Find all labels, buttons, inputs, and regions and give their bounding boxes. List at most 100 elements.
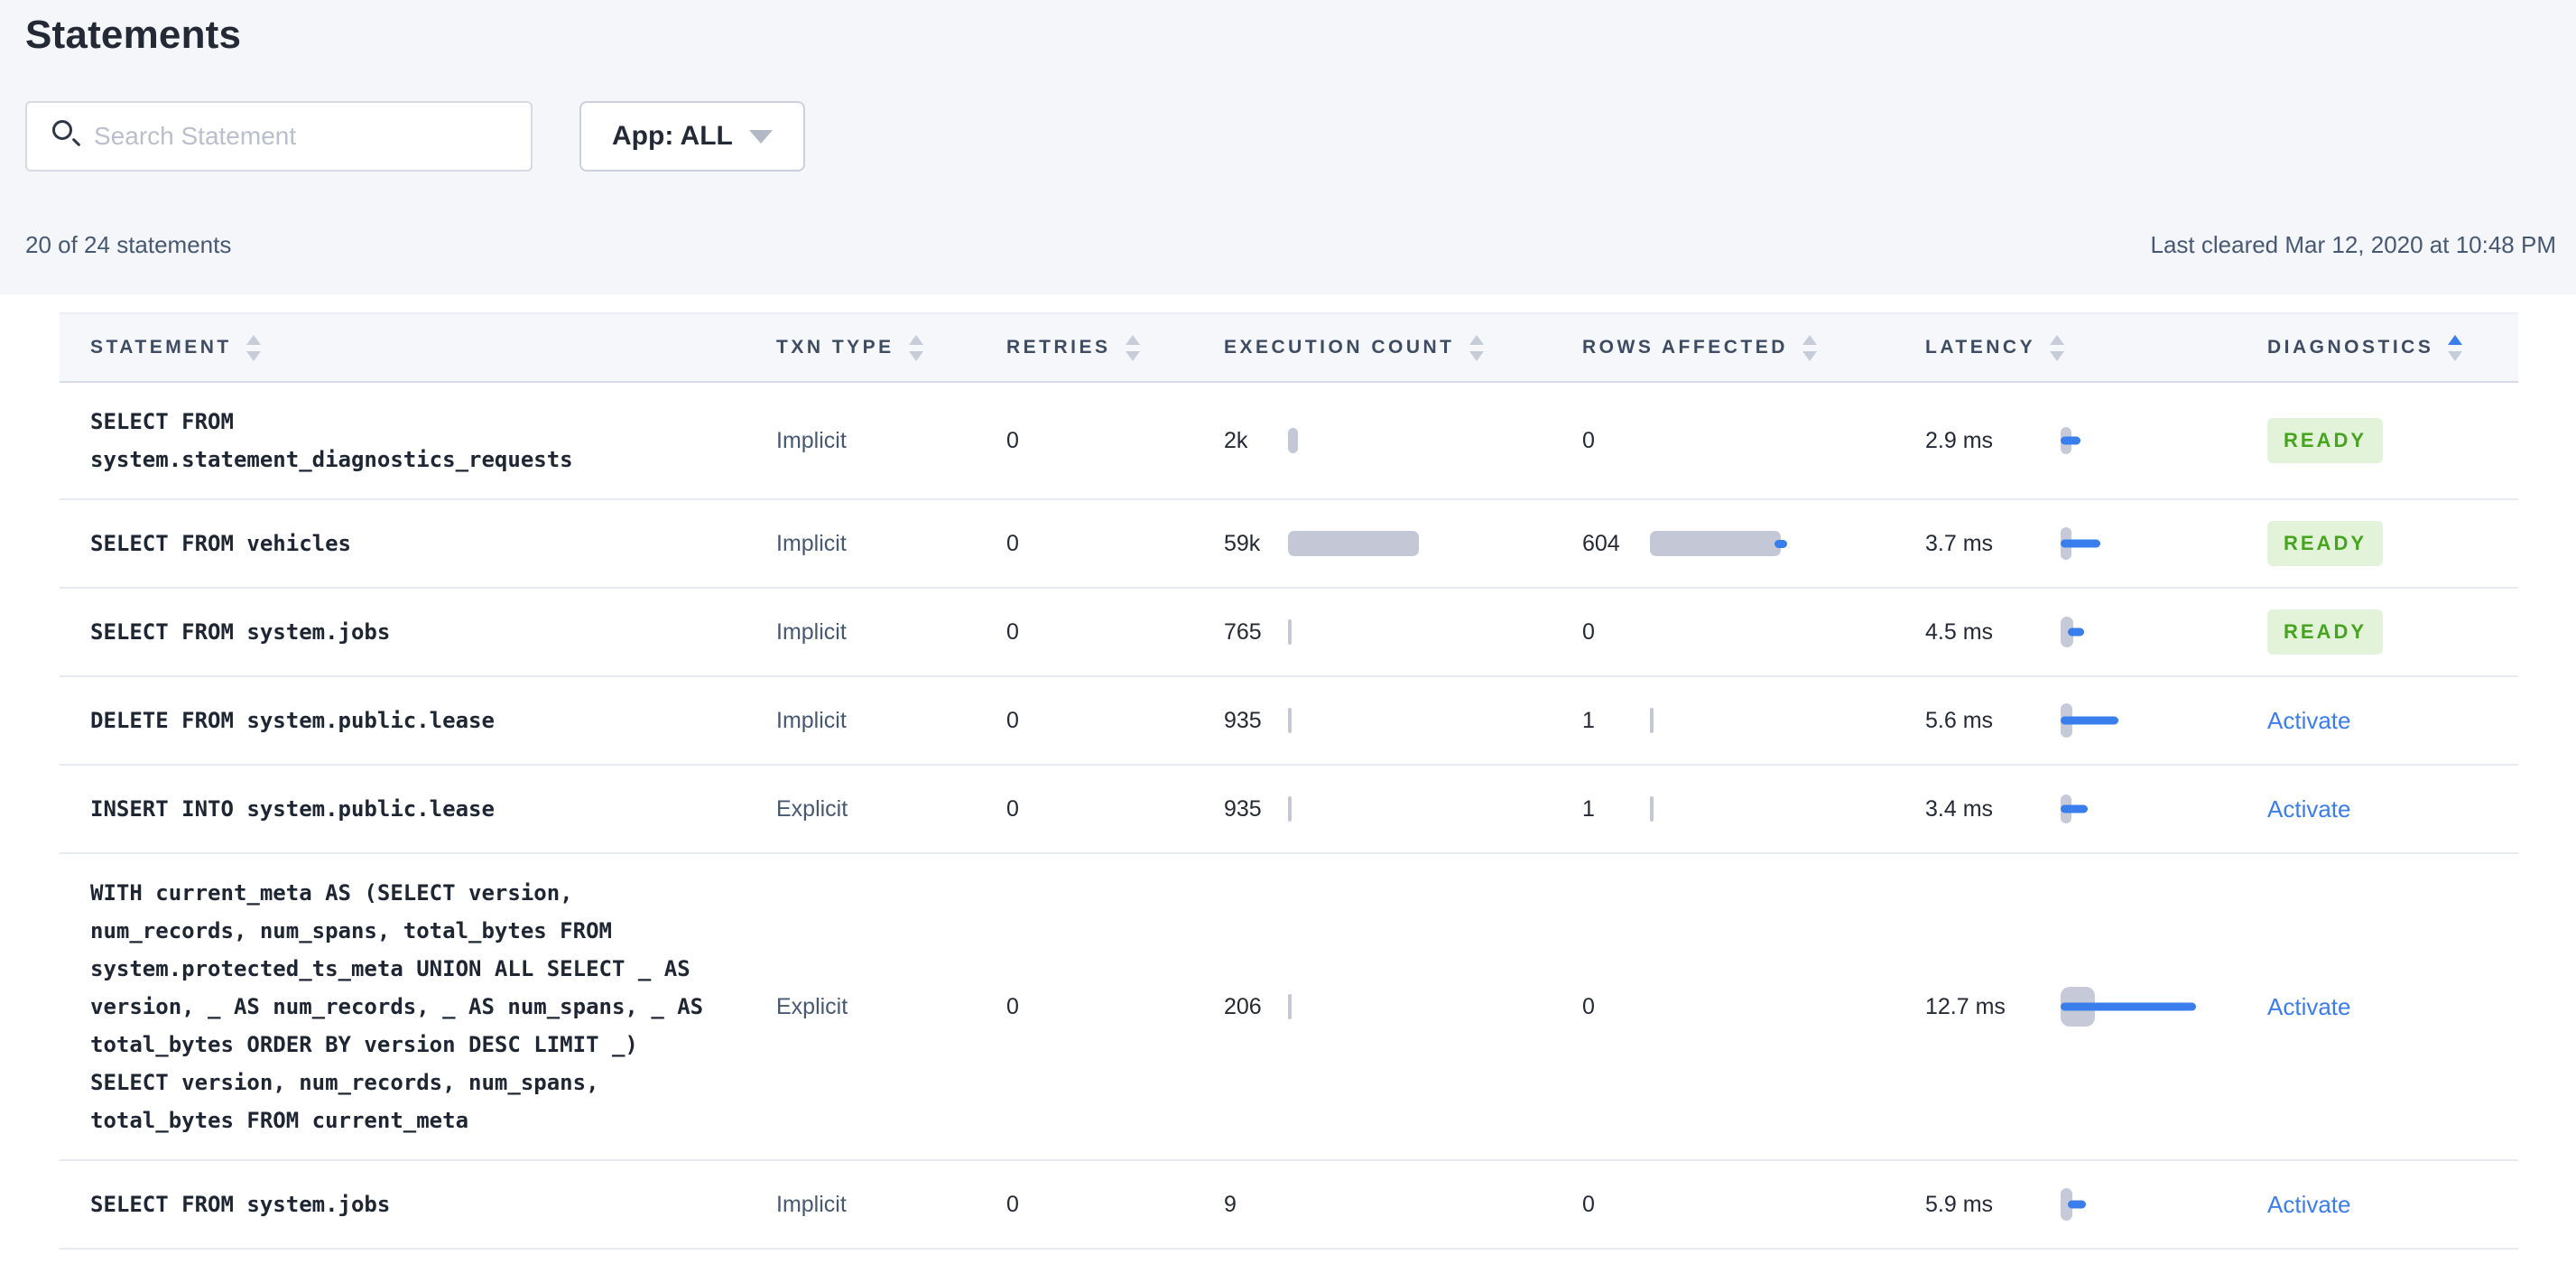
toolbar: App: ALL — [25, 101, 2556, 172]
execution-count-value: 765 — [1224, 618, 1262, 645]
execution-count-bar-area — [1288, 1185, 1582, 1224]
diagnostics-activate-link[interactable]: Activate — [2267, 795, 2351, 823]
latency-cell: 12.7 ms — [1925, 983, 2267, 1030]
diagnostics-cell: READY — [2267, 499, 2518, 589]
column-header-statement[interactable]: Statement — [60, 312, 776, 383]
diagnostics-ready-badge: READY — [2267, 418, 2384, 463]
latency-value: 3.4 ms — [1925, 795, 1994, 822]
latency-mean-bar — [2068, 1200, 2086, 1209]
txn-type-value: Implicit — [776, 427, 847, 453]
execution-count-bar-area — [1288, 421, 1582, 460]
app-filter-dropdown[interactable]: App: ALL — [579, 101, 805, 172]
table-row: SELECT FROM system.statement_diagnostics… — [60, 382, 2518, 500]
rows-affected-cell: 1 — [1582, 789, 1925, 829]
latency-mean-bar — [2061, 539, 2100, 548]
diagnostics-cell: Activate — [2267, 765, 2518, 854]
diagnostics-activate-link[interactable]: Activate — [2267, 1190, 2351, 1218]
column-label: Rows Affected — [1582, 337, 1788, 358]
column-header-retries[interactable]: Retries — [1006, 312, 1224, 383]
execution-count-cell: 9 — [1224, 1185, 1582, 1224]
statement-link[interactable]: SELECT FROM system.jobs — [90, 1192, 391, 1217]
diagnostics-activate-link[interactable]: Activate — [2267, 706, 2351, 734]
retries-value: 0 — [1006, 795, 1019, 822]
statements-count: 20 of 24 statements — [25, 231, 232, 258]
table-row: INSERT INTO system.public.lease Explicit… — [60, 765, 2518, 854]
txn-type-value: Implicit — [776, 1191, 847, 1217]
txn-type-value: Explicit — [776, 795, 848, 822]
latency-cell: 2.9 ms — [1925, 417, 2267, 464]
latency-stddev-capsule — [2061, 617, 2073, 647]
rows-affected-cell: 0 — [1582, 421, 1925, 460]
diagnostics-cell: Activate — [2267, 1249, 2518, 1264]
diagnostics-cell: Activate — [2267, 676, 2518, 766]
diagnostics-ready-badge: READY — [2267, 609, 2384, 655]
column-label: Latency — [1925, 337, 2036, 358]
stddev-dot — [1774, 539, 1787, 548]
statement-link[interactable]: SELECT FROM vehicles — [90, 531, 351, 556]
table-row: SELECT FROM vehicles Implicit 0 59k 604 — [60, 499, 2518, 589]
latency-mean-bar — [2061, 716, 2118, 725]
diagnostics-cell: Activate — [2267, 1160, 2518, 1250]
latency-mean-bar — [2061, 436, 2080, 445]
statement-link[interactable]: SELECT FROM system.statement_diagnostics… — [90, 409, 573, 472]
diagnostics-ready-badge: READY — [2267, 521, 2384, 566]
sort-icon[interactable] — [2050, 334, 2065, 361]
latency-bar-chart — [2061, 417, 2267, 464]
execution-count-value: 206 — [1224, 993, 1262, 1019]
column-header-txn-type[interactable]: Txn Type — [776, 312, 1006, 383]
latency-value: 5.9 ms — [1925, 1191, 1994, 1217]
execution-count-bar — [1288, 994, 1292, 1019]
latency-value: 3.7 ms — [1925, 530, 1994, 556]
diagnostics-activate-link[interactable]: Activate — [2267, 992, 2351, 1020]
latency-cell: 5.9 ms — [1925, 1181, 2267, 1228]
latency-mean-bar — [2061, 1002, 2196, 1011]
txn-type-value: Implicit — [776, 618, 847, 645]
execution-count-bar-area — [1288, 701, 1582, 740]
sort-icon[interactable] — [1802, 334, 1817, 361]
rows-affected-bar-area — [1650, 1185, 1925, 1224]
column-header-execution-count[interactable]: Execution Count — [1224, 312, 1582, 383]
diagnostics-cell: READY — [2267, 382, 2518, 500]
statement-link[interactable]: SELECT FROM system.jobs — [90, 619, 391, 645]
rows-affected-cell: 604 — [1582, 524, 1925, 563]
statement-link[interactable]: DELETE FROM system.public.lease — [90, 708, 495, 733]
execution-count-value: 935 — [1224, 795, 1262, 822]
execution-count-bar-area — [1288, 524, 1582, 563]
retries-value: 0 — [1006, 1191, 1019, 1217]
diagnostics-cell: READY — [2267, 588, 2518, 677]
execution-count-cell: 935 — [1224, 701, 1582, 740]
statement-link[interactable]: INSERT INTO system.public.lease — [90, 796, 495, 822]
execution-count-bar — [1288, 531, 1419, 556]
execution-count-bar-area — [1288, 612, 1582, 652]
column-label: Txn Type — [776, 337, 894, 358]
rows-affected-bar-area — [1650, 421, 1925, 460]
rows-affected-cell: 0 — [1582, 987, 1925, 1027]
page-title: Statements — [25, 13, 242, 57]
search-box[interactable] — [25, 101, 533, 172]
column-header-rows-affected[interactable]: Rows Affected — [1582, 312, 1925, 383]
sort-icon[interactable] — [908, 334, 923, 361]
rows-affected-bar-area — [1650, 987, 1925, 1027]
statement-link[interactable]: WITH current_meta AS (SELECT version, nu… — [90, 880, 704, 1133]
search-icon — [52, 120, 81, 147]
column-header-latency[interactable]: Latency — [1925, 312, 2267, 383]
execution-count-value: 2k — [1224, 427, 1248, 453]
table-row: WITH current_meta AS (SELECT version, nu… — [60, 853, 2518, 1161]
sort-icon[interactable] — [1469, 334, 1484, 361]
latency-bar-chart — [2061, 785, 2267, 832]
column-label: Diagnostics — [2267, 337, 2434, 358]
latency-value: 5.6 ms — [1925, 707, 1994, 733]
execution-count-bar — [1288, 428, 1298, 453]
sort-icon[interactable] — [246, 334, 261, 361]
rows-affected-cell: 1 — [1582, 701, 1925, 740]
search-input[interactable] — [94, 122, 513, 151]
execution-count-bar — [1288, 619, 1292, 645]
latency-mean-bar — [2061, 804, 2088, 813]
execution-count-cell: 206 — [1224, 987, 1582, 1027]
column-header-diagnostics[interactable]: Diagnostics — [2267, 312, 2518, 383]
table-row: INSERT INTO user_promo_codes Implicit 0 … — [60, 1249, 2518, 1264]
sort-icon-active[interactable] — [2448, 334, 2463, 361]
sort-icon[interactable] — [1125, 334, 1140, 361]
rows-affected-bar-area — [1650, 524, 1925, 563]
column-label: Execution Count — [1224, 337, 1455, 358]
